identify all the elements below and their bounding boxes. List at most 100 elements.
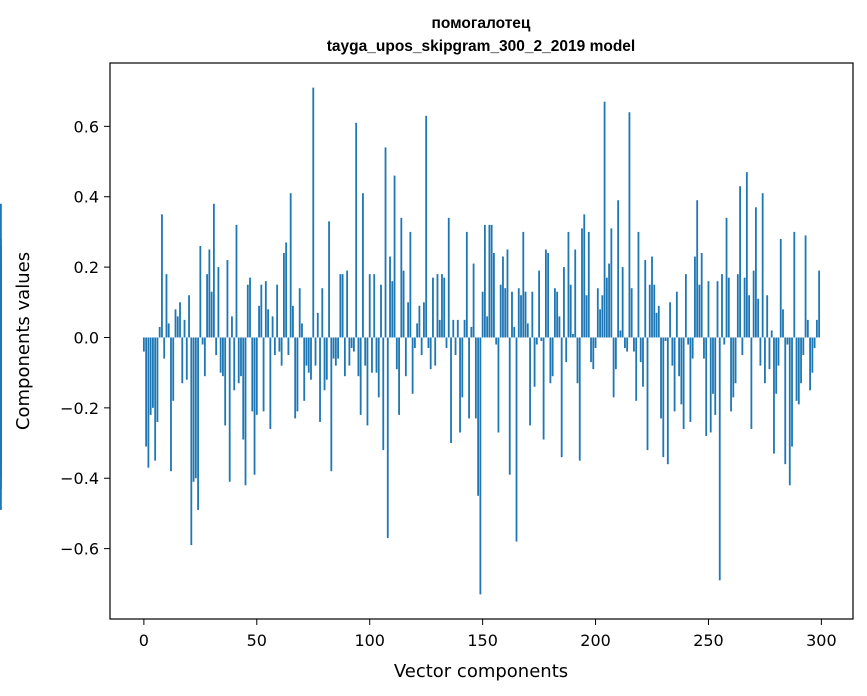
bar	[210, 291, 213, 338]
bar	[292, 305, 294, 338]
bar	[506, 249, 509, 338]
bar	[497, 337, 500, 433]
bar	[493, 253, 495, 338]
bar	[542, 337, 545, 440]
bar	[540, 337, 543, 341]
bar	[366, 337, 369, 426]
bar	[754, 207, 757, 338]
x-axis: 0 50 100 150 200 250 300	[139, 619, 837, 650]
bar	[404, 337, 407, 377]
bar	[752, 270, 755, 338]
bar	[0, 312, 2, 338]
bar-series	[0, 87, 821, 595]
bar	[725, 217, 728, 338]
bar	[163, 337, 166, 359]
bar	[567, 231, 570, 338]
bar	[610, 228, 613, 338]
bar	[192, 337, 195, 482]
bar	[675, 291, 678, 338]
bar	[454, 337, 457, 356]
bar	[235, 224, 238, 338]
bar	[251, 337, 254, 412]
bar	[619, 330, 622, 338]
bar	[249, 277, 251, 338]
bar	[671, 337, 674, 366]
bar	[380, 284, 382, 338]
bar	[353, 337, 355, 352]
bar	[339, 274, 342, 338]
bar	[212, 203, 215, 338]
x-tick-label: 200	[580, 631, 611, 650]
bar	[287, 337, 290, 356]
bar	[773, 337, 775, 454]
bar	[233, 337, 236, 391]
bar	[714, 337, 717, 415]
bar	[296, 337, 299, 412]
bar	[585, 295, 588, 338]
bar	[633, 337, 635, 352]
bar	[743, 277, 746, 338]
bar	[289, 193, 292, 338]
bar	[224, 337, 227, 426]
bar	[558, 316, 561, 338]
bar	[206, 274, 209, 338]
bar	[201, 337, 204, 345]
bar	[644, 260, 647, 338]
x-axis-label: Vector components	[394, 661, 568, 682]
bar	[240, 337, 242, 377]
bar	[788, 337, 791, 486]
bar	[700, 253, 703, 338]
bar	[664, 337, 667, 341]
bar	[181, 337, 184, 384]
bar	[215, 337, 218, 356]
y-tick-label: −0.2	[60, 399, 99, 418]
bar	[768, 337, 771, 370]
bar	[759, 337, 762, 366]
bar	[508, 337, 511, 475]
bar	[461, 337, 464, 398]
bar	[364, 337, 367, 366]
bar	[806, 319, 809, 338]
bar	[745, 172, 748, 338]
y-tick-label: 0.6	[74, 117, 99, 136]
bar	[298, 288, 301, 338]
bar	[513, 326, 516, 338]
bar	[386, 337, 389, 539]
bar	[332, 337, 335, 359]
bar	[357, 337, 360, 377]
bar	[246, 284, 249, 338]
bar	[334, 337, 337, 366]
bar	[596, 288, 599, 338]
bar	[587, 231, 590, 338]
bar	[583, 214, 586, 338]
bar	[499, 284, 502, 338]
bar	[639, 337, 642, 363]
bar	[657, 305, 660, 338]
x-tick-label: 150	[467, 631, 498, 650]
bar	[770, 330, 773, 338]
y-axis-label: Components values	[13, 252, 34, 430]
bar	[502, 256, 504, 338]
bar	[314, 337, 317, 366]
x-tick-label: 250	[693, 631, 724, 650]
bar	[362, 193, 364, 338]
bar	[553, 288, 556, 338]
bar	[197, 337, 199, 510]
bar	[402, 270, 405, 338]
bar	[400, 217, 403, 338]
bar	[477, 337, 480, 496]
bar	[802, 337, 805, 356]
bar	[764, 337, 766, 384]
bar	[409, 231, 412, 338]
bar	[253, 337, 256, 475]
bar	[267, 309, 269, 338]
bar	[730, 337, 732, 412]
bar	[782, 309, 784, 338]
bar	[592, 337, 595, 370]
bar	[384, 147, 387, 338]
bar	[145, 337, 148, 447]
bar	[655, 312, 658, 338]
bar	[529, 337, 531, 426]
bar	[301, 323, 303, 338]
chart-title-line-1: помогалотец	[432, 15, 531, 32]
